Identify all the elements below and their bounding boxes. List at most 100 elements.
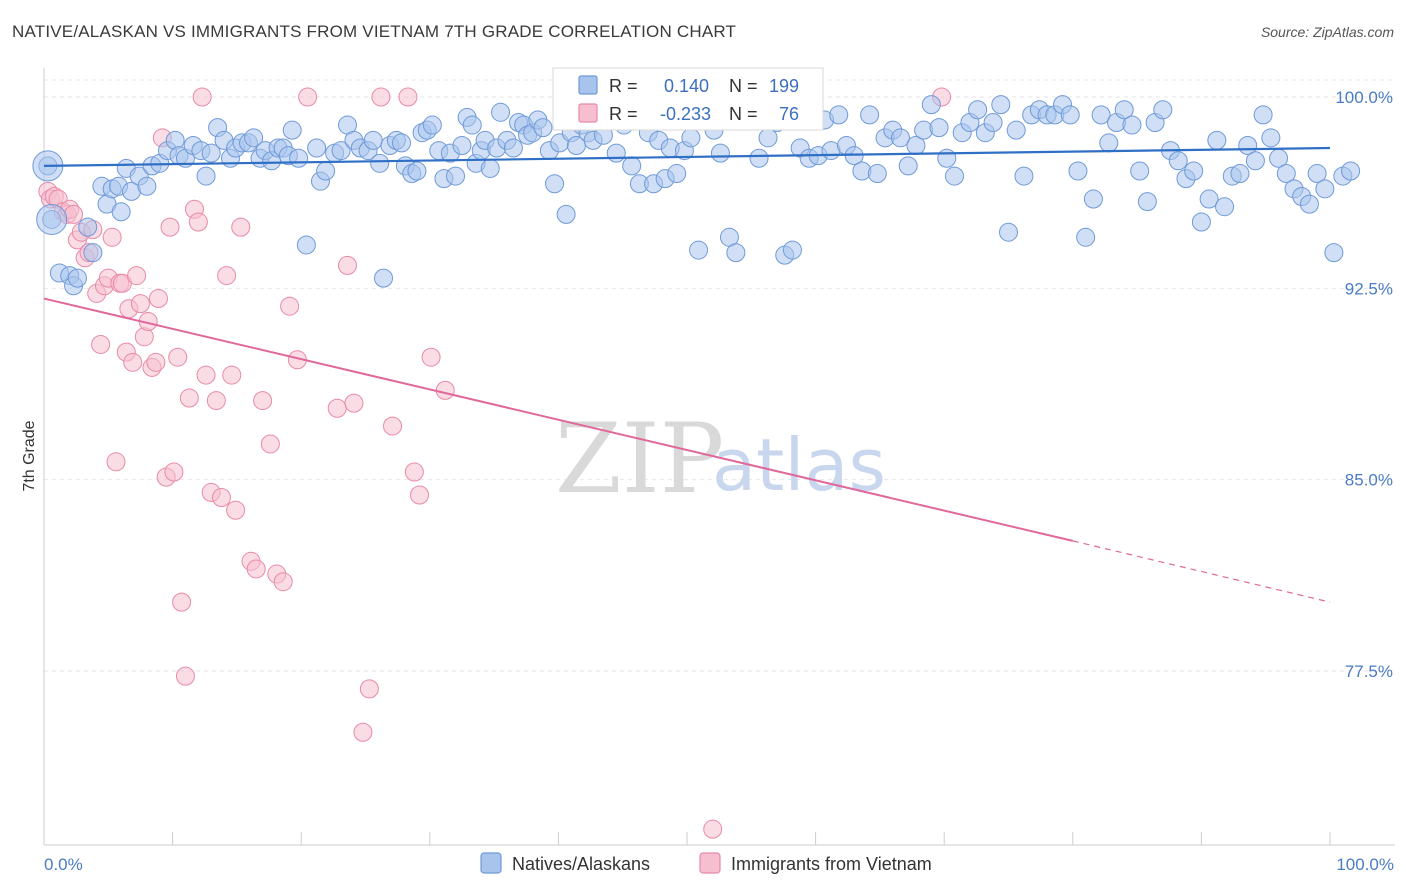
legend-swatch-natives xyxy=(480,852,502,874)
native-point-25 xyxy=(196,166,216,186)
native-point-108 xyxy=(681,128,701,148)
native-point-33 xyxy=(244,128,264,148)
native-point-106 xyxy=(667,164,687,184)
vietnam-point-65 xyxy=(383,416,403,436)
vietnam-point-36 xyxy=(172,592,192,612)
y-tick-labels: 77.5% 85.0% 92.5% 100.0% xyxy=(1335,88,1393,681)
vietnam-points xyxy=(38,87,952,839)
vietnam-point-59 xyxy=(327,398,347,418)
vietnam-point-56 xyxy=(280,296,300,316)
native-point-174 xyxy=(1191,212,1211,232)
vietnam-point-66 xyxy=(398,87,418,107)
native-point-40 xyxy=(282,120,302,140)
vietnam-point-58 xyxy=(298,87,318,107)
native-point-191 xyxy=(1324,243,1344,263)
stats-n-label-natives: N = xyxy=(729,76,758,96)
stats-swatch-vietnam xyxy=(578,103,598,123)
native-point-159 xyxy=(1076,227,1096,247)
legend-label-natives: Natives/Alaskans xyxy=(512,854,650,874)
native-point-99 xyxy=(622,156,642,176)
y-tick-label-3: 100.0% xyxy=(1335,88,1393,107)
vietnam-point-53 xyxy=(260,434,280,454)
trend-lines xyxy=(43,146,1331,603)
native-point-147 xyxy=(983,113,1003,133)
native-point-112 xyxy=(710,143,730,163)
native-point-157 xyxy=(1060,105,1080,125)
native-point-76 xyxy=(491,102,511,122)
native-point-165 xyxy=(1122,115,1142,135)
native-point-26 xyxy=(201,143,221,163)
y-tick-label-2: 92.5% xyxy=(1345,279,1393,298)
native-point-179 xyxy=(1230,164,1250,184)
watermark-zip: ZIP xyxy=(555,403,724,515)
native-point-88 xyxy=(556,204,576,224)
vietnam-point-29 xyxy=(146,352,166,372)
vietnam-point-42 xyxy=(196,365,216,385)
stats-n-value-natives: 199 xyxy=(769,76,799,96)
native-point-68 xyxy=(452,135,472,155)
native-point-60 xyxy=(407,161,427,181)
vietnam-point-51 xyxy=(246,559,266,579)
native-point-42 xyxy=(296,235,316,255)
vietnam-point-37 xyxy=(175,666,195,686)
native-point-67 xyxy=(446,166,466,186)
native-point-97 xyxy=(606,143,626,163)
vietnam-point-25 xyxy=(130,294,150,314)
native-point-158 xyxy=(1068,161,1088,181)
vietnam-point-63 xyxy=(359,679,379,699)
vietnam-point-14 xyxy=(91,334,111,354)
vietnam-point-30 xyxy=(148,289,168,309)
native-point-150 xyxy=(1006,120,1026,140)
native-point-142 xyxy=(944,166,964,186)
x-tick-label-min: 0.0% xyxy=(44,855,83,874)
native-point-117 xyxy=(749,148,769,168)
native-point-171 xyxy=(1168,151,1188,171)
native-point-176 xyxy=(1207,130,1227,150)
vietnam-point-17 xyxy=(102,227,122,247)
native-point-164 xyxy=(1114,100,1134,120)
native-point-70 xyxy=(462,115,482,135)
vietnam-point-70 xyxy=(435,380,455,400)
vietnam-point-35 xyxy=(168,347,188,367)
vietnam-point-41 xyxy=(192,87,212,107)
vietnam-point-48 xyxy=(226,500,246,520)
stats-legend-box xyxy=(552,67,824,131)
native-point-169 xyxy=(1153,100,1173,120)
vietnam-trend-line xyxy=(43,297,1074,542)
native-point-135 xyxy=(890,128,910,148)
stats-r-label-natives: R = xyxy=(609,76,638,96)
chart-title: NATIVE/ALASKAN VS IMMIGRANTS FROM VIETNA… xyxy=(12,22,737,41)
native-point-large-1 xyxy=(36,203,68,235)
native-point-166 xyxy=(1130,161,1150,181)
x-tick-labels: 0.0% 100.0% xyxy=(44,855,1394,874)
bottom-legend: Natives/Alaskans Immigrants from Vietnam xyxy=(480,852,932,874)
vietnam-point-69 xyxy=(421,347,441,367)
native-point-140 xyxy=(929,118,949,138)
native-point-160 xyxy=(1083,189,1103,209)
vietnam-point-67 xyxy=(404,462,424,482)
y-tick-label-0: 77.5% xyxy=(1345,662,1393,681)
stats-r-value-vietnam: -0.233 xyxy=(660,104,711,124)
vietnam-point-23 xyxy=(123,352,143,372)
native-point-132 xyxy=(867,164,887,184)
vietnam-point-61 xyxy=(344,393,364,413)
native-point-86 xyxy=(545,174,565,194)
native-point-185 xyxy=(1276,164,1296,184)
native-point-5 xyxy=(67,268,87,288)
vietnam-point-55 xyxy=(273,572,293,592)
vietnam-trend-line-extension xyxy=(1072,540,1331,603)
native-point-74 xyxy=(480,158,500,178)
stats-r-label-vietnam: R = xyxy=(609,104,638,124)
native-point-193 xyxy=(1341,161,1361,181)
native-point-162 xyxy=(1099,133,1119,153)
stats-r-value-natives: 0.140 xyxy=(664,76,709,96)
native-point-12 xyxy=(111,202,131,222)
native-point-78 xyxy=(503,138,523,158)
native-point-139 xyxy=(921,95,941,115)
stats-swatch-natives xyxy=(578,75,598,95)
vietnam-point-60 xyxy=(337,255,357,275)
native-point-151 xyxy=(1014,166,1034,186)
native-point-177 xyxy=(1215,197,1235,217)
watermark-atlas: atlas xyxy=(712,423,886,507)
